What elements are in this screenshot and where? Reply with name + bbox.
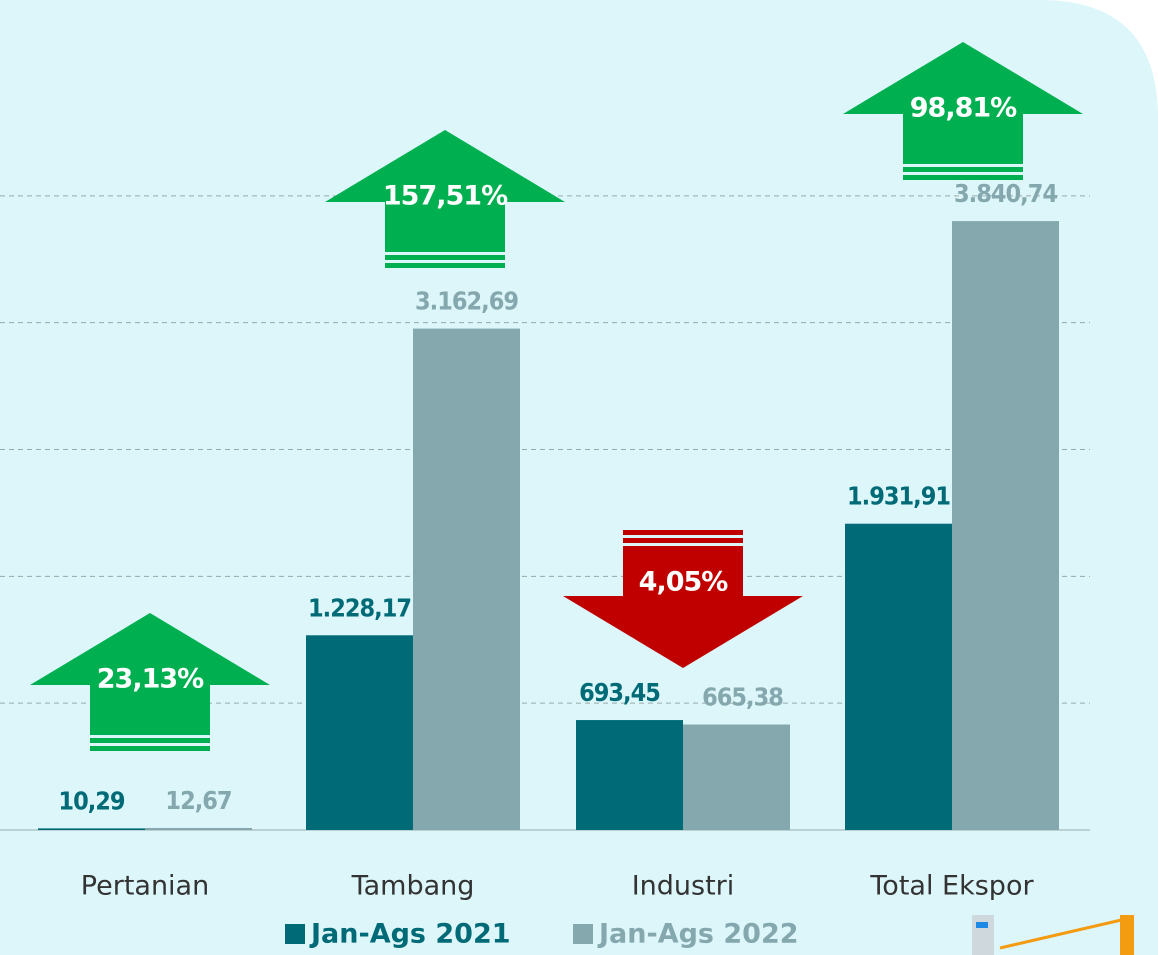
x-tick-label: Total Ekspor (869, 871, 1034, 902)
legend-swatch (285, 924, 305, 944)
legend-swatch (573, 924, 593, 944)
value-label: 3.162,69 (415, 287, 518, 316)
arrow-stripe (623, 538, 743, 543)
change-arrow (843, 42, 1083, 164)
x-tick-label: Tambang (351, 871, 475, 902)
bar (145, 827, 252, 830)
value-label: 1.931,91 (847, 482, 950, 511)
x-tick-label: Pertanian (81, 871, 209, 902)
bar (683, 724, 790, 830)
bar (845, 523, 952, 830)
arrow-stripe (90, 738, 210, 743)
value-label: 693,45 (579, 678, 660, 707)
change-label: 98,81% (910, 93, 1017, 124)
legend-label: Jan-Ags 2022 (597, 919, 799, 950)
arrow-stripe (90, 746, 210, 751)
ship-icon (972, 915, 1134, 955)
x-tick-label: Industri (632, 871, 735, 902)
change-label: 157,51% (383, 181, 508, 212)
bar (38, 828, 145, 830)
bar (413, 328, 520, 830)
value-label: 10,29 (58, 786, 124, 815)
arrow-stripe (903, 175, 1023, 180)
value-label: 665,38 (702, 683, 783, 712)
legend-label: Jan-Ags 2021 (309, 919, 511, 950)
value-label: 1.228,17 (308, 593, 411, 622)
change-label: 23,13% (97, 664, 204, 695)
bar (306, 635, 413, 830)
change-arrow (563, 546, 803, 668)
bar (952, 221, 1059, 831)
change-arrow (30, 613, 270, 735)
value-label: 12,67 (165, 786, 231, 815)
arrow-stripe (903, 167, 1023, 172)
change-arrow (325, 130, 565, 252)
bar (576, 720, 683, 830)
change-label: 4,05% (639, 567, 729, 598)
value-label: 3.840,74 (954, 179, 1057, 208)
arrow-stripe (385, 255, 505, 260)
arrow-stripe (623, 530, 743, 535)
arrow-stripe (385, 263, 505, 268)
